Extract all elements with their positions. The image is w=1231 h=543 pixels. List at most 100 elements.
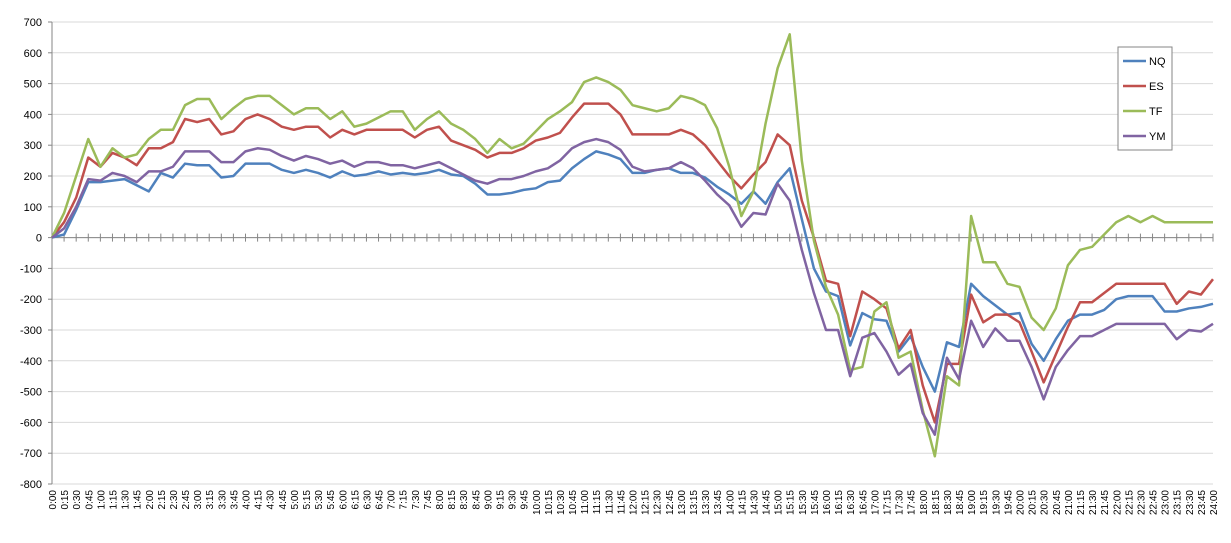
x-tick-label: 4:45	[278, 490, 289, 510]
x-tick-label: 19:45	[1003, 490, 1014, 515]
y-tick-label: -700	[20, 448, 42, 460]
x-tick-label: 12:45	[665, 490, 676, 515]
x-tick-label: 20:45	[1052, 490, 1063, 515]
x-tick-label: 24:00	[1209, 490, 1220, 515]
y-tick-label: 200	[24, 171, 42, 183]
x-tick-label: 5:45	[326, 490, 337, 510]
x-tick-label: 16:45	[858, 490, 869, 515]
y-tick-label: 300	[24, 140, 42, 152]
y-tick-label: 100	[24, 202, 42, 214]
x-tick-label: 15:45	[810, 490, 821, 515]
x-tick-label: 1:45	[133, 490, 144, 510]
x-tick-label: 19:00	[967, 490, 978, 515]
x-tick-label: 5:00	[290, 490, 301, 510]
x-tick-label: 1:00	[96, 490, 107, 510]
x-tick-label: 11:15	[592, 490, 603, 515]
y-tick-label: -300	[20, 325, 42, 337]
series-line	[51, 102, 1214, 424]
x-tick-label: 17:45	[907, 490, 918, 515]
x-tick-label: 1:30	[121, 490, 132, 510]
x-tick-label: 21:45	[1100, 490, 1111, 515]
legend-label: YM	[1149, 131, 1166, 143]
x-tick-label: 21:30	[1088, 490, 1099, 515]
x-tick-label: 3:00	[193, 490, 204, 510]
x-tick-label: 2:45	[181, 490, 192, 510]
y-tick-label: 500	[24, 79, 42, 91]
x-tick-label: 9:00	[483, 490, 494, 510]
y-tick-label: 400	[24, 109, 42, 121]
x-tick-label: 8:00	[435, 490, 446, 510]
x-tick-label: 10:00	[532, 490, 543, 515]
x-tick-label: 5:30	[314, 490, 325, 510]
x-tick-label: 12:00	[629, 490, 640, 515]
x-tick-label: 5:15	[302, 490, 313, 510]
x-tick-label: 21:00	[1064, 490, 1075, 515]
series-line	[51, 137, 1214, 436]
x-tick-label: 11:45	[616, 490, 627, 515]
x-tick-label: 18:30	[943, 490, 954, 515]
x-tick-label: 1:15	[108, 490, 119, 510]
y-tick-label: -600	[20, 417, 42, 429]
legend-label: NQ	[1149, 56, 1166, 68]
x-tick-label: 22:15	[1124, 490, 1135, 515]
x-tick-label: 17:30	[895, 490, 906, 515]
x-tick-label: 7:30	[411, 490, 422, 510]
x-tick-label: 20:15	[1028, 490, 1039, 515]
x-tick-label: 17:15	[882, 490, 893, 515]
x-tick-label: 22:45	[1149, 490, 1160, 515]
x-tick-label: 3:15	[205, 490, 216, 510]
x-tick-label: 6:00	[338, 490, 349, 510]
x-tick-label: 22:30	[1136, 490, 1147, 515]
x-tick-label: 15:15	[786, 490, 797, 515]
x-tick-label: 14:30	[749, 490, 760, 515]
x-tick-label: 18:15	[931, 490, 942, 515]
x-tick-label: 7:00	[387, 490, 398, 510]
x-tick-label: 16:00	[822, 490, 833, 515]
x-tick-label: 15:30	[798, 490, 809, 515]
x-tick-label: 19:30	[991, 490, 1002, 515]
x-tick-label: 10:45	[568, 490, 579, 515]
x-tick-label: 14:15	[737, 490, 748, 515]
y-tick-label: -100	[20, 263, 42, 275]
x-tick-label: 14:00	[725, 490, 736, 515]
x-tick-label: 4:15	[254, 490, 265, 510]
x-tick-label: 8:45	[471, 490, 482, 510]
x-tick-label: 21:15	[1076, 490, 1087, 515]
x-tick-label: 23:30	[1185, 490, 1196, 515]
x-tick-label: 13:30	[701, 490, 712, 515]
x-tick-label: 9:45	[520, 490, 531, 510]
y-tick-label: 700	[24, 17, 42, 29]
legend-box	[1117, 46, 1173, 151]
y-tick-label: 600	[24, 48, 42, 60]
x-tick-label: 3:30	[217, 490, 228, 510]
x-tick-label: 14:45	[762, 490, 773, 515]
x-tick-label: 16:15	[834, 490, 845, 515]
x-tick-label: 6:30	[362, 490, 373, 510]
x-tick-label: 11:30	[604, 490, 615, 515]
x-tick-label: 13:45	[713, 490, 724, 515]
x-tick-label: 2:15	[157, 490, 168, 510]
x-tick-label: 2:00	[145, 490, 156, 510]
x-tick-label: 8:15	[447, 490, 458, 510]
x-tick-label: 6:45	[375, 490, 386, 510]
x-tick-label: 0:00	[48, 490, 59, 510]
x-tick-label: 4:30	[266, 490, 277, 510]
x-tick-label: 13:00	[677, 490, 688, 515]
x-tick-label: 10:15	[544, 490, 555, 515]
x-tick-label: 9:30	[508, 490, 519, 510]
x-tick-label: 12:15	[641, 490, 652, 515]
x-tick-label: 2:30	[169, 490, 180, 510]
x-tick-label: 22:00	[1112, 490, 1123, 515]
y-tick-label: -500	[20, 387, 42, 399]
x-tick-label: 8:30	[459, 490, 470, 510]
x-tick-label: 20:00	[1016, 490, 1027, 515]
x-tick-label: 13:15	[689, 490, 700, 515]
y-tick-label: -400	[20, 356, 42, 368]
y-tick-label: -800	[20, 479, 42, 491]
x-tick-label: 7:45	[423, 490, 434, 510]
x-tick-label: 17:00	[870, 490, 881, 515]
x-tick-label: 4:00	[242, 490, 253, 510]
x-tick-label: 20:30	[1040, 490, 1051, 515]
x-tick-label: 15:00	[774, 490, 785, 515]
